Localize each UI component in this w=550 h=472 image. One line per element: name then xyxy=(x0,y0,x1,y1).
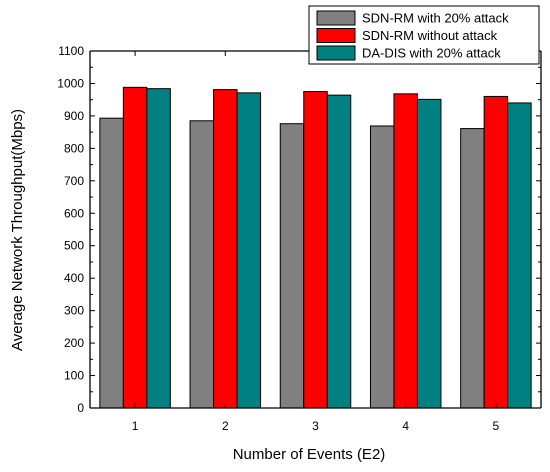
bar-series-1-category-5 xyxy=(460,128,485,409)
y-tick-label: 900 xyxy=(64,109,84,123)
x-tick-label: 1 xyxy=(132,419,139,433)
legend-label-sdn-rm-attack: SDN-RM with 20% attack xyxy=(362,11,509,26)
bar-series-1-category-1 xyxy=(99,117,124,409)
legend-label-sdn-rm-no-attack: SDN-RM without attack xyxy=(362,28,498,43)
y-tick-label: 800 xyxy=(64,141,84,155)
y-tick-label: 1100 xyxy=(58,44,84,58)
bar-series-3-category-1 xyxy=(146,88,171,409)
bar-series-2-category-1 xyxy=(122,86,148,409)
legend-swatch-da-dis-attack xyxy=(316,45,356,61)
y-tick-label: 700 xyxy=(64,174,84,188)
y-tick-label: 0 xyxy=(77,401,84,415)
y-tick-label: 400 xyxy=(64,271,84,285)
legend: SDN-RM with 20% attack SDN-RM without at… xyxy=(308,5,540,65)
x-tick-label: 2 xyxy=(222,419,229,433)
legend-label-da-dis-attack: DA-DIS with 20% attack xyxy=(362,46,501,61)
axes-layer: 0 100 200 300 400 500 600 700 800 900 1000 1100 1 2 3 4… xyxy=(57,44,542,433)
bar-series-3-category-3 xyxy=(326,94,352,409)
bar-series-2-category-2 xyxy=(213,89,238,409)
bar-series-2-category-3 xyxy=(303,91,328,409)
y-axis-title: Average Network Throughput(Mbps) xyxy=(9,109,26,351)
y-tick-label: 1000 xyxy=(57,76,84,90)
bar-series-3-category-2 xyxy=(236,92,262,409)
legend-swatch-sdn-rm-no-attack xyxy=(316,28,356,43)
bar-series-1-category-4 xyxy=(369,125,395,409)
y-tick-label: 500 xyxy=(64,239,84,253)
bar-series-3-category-4 xyxy=(416,98,442,409)
bar-series-2-category-4 xyxy=(393,93,418,409)
bar-series-1-category-2 xyxy=(189,120,215,409)
y-tick-label: 300 xyxy=(64,304,84,318)
x-tick-label: 5 xyxy=(493,419,500,433)
bar-series-2-category-5 xyxy=(483,95,509,409)
y-tick-label: 200 xyxy=(64,336,84,350)
bar-series-3-category-5 xyxy=(507,102,532,409)
y-tick-label: 100 xyxy=(64,369,84,383)
x-tick-label: 3 xyxy=(312,419,319,433)
y-tick-label: 600 xyxy=(64,206,84,220)
legend-swatch-sdn-rm-attack xyxy=(316,10,356,26)
x-axis-title: Number of Events (E2) xyxy=(233,446,386,463)
x-tick-label: 4 xyxy=(402,419,409,433)
bar-series-1-category-3 xyxy=(279,123,305,409)
bars-layer xyxy=(99,86,532,409)
